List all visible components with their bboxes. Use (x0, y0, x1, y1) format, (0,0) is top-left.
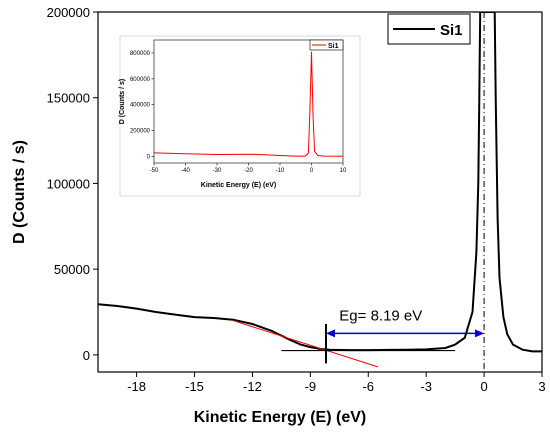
x-tick-label: 3 (538, 379, 545, 394)
bandgap-arrow-head-right (475, 329, 485, 338)
inset-x-axis-title: Kinetic Energy (E) (eV) (201, 182, 276, 189)
inset-background (119, 35, 361, 197)
x-tick-label: -3 (420, 379, 432, 394)
y-axis-title: D (Counts / s) (11, 140, 28, 244)
inset-y-axis-title: D (Counts / s) (119, 79, 126, 125)
inset-y-tick-label: 400000 (130, 103, 151, 109)
legend-label: Si1 (440, 22, 463, 39)
inset-x-tick-label: -40 (181, 168, 190, 174)
inset-y-tick-label: 600000 (130, 77, 151, 83)
x-tick-label: -12 (243, 379, 262, 394)
bandgap-label: Eg= 8.19 eV (339, 308, 422, 325)
inset-legend: Si1 (309, 39, 344, 51)
inset-x-tick-label: -20 (244, 168, 253, 174)
linear-fit-line (232, 320, 379, 368)
bandgap-arrow-head-left (325, 329, 335, 338)
main-plot-area: Eg= 8.19 eV-18 -15 -12 -9 -6 -3 0 3050000100000… (11, 5, 546, 426)
legend: Si1 (387, 13, 471, 45)
inset-y-tick-label: 800000 (130, 51, 151, 57)
y-tick-label: 200000 (47, 5, 90, 20)
y-tick-label: 100000 (47, 176, 90, 191)
x-tick-label: -18 (127, 379, 146, 394)
inset-x-tick-label: -50 (150, 168, 159, 174)
inset-y-tick-label: 200000 (130, 129, 151, 135)
y-tick-label: 50000 (54, 262, 90, 277)
x-tick-label: -6 (362, 379, 374, 394)
inset-x-tick-label: 0 (310, 168, 314, 174)
inset-series-line (153, 51, 344, 157)
x-tick-label: -9 (305, 379, 317, 394)
inset-x-tick-label: 10 (340, 168, 347, 174)
x-tick-label: 0 (480, 379, 487, 394)
inset-x-tick-label: -10 (276, 168, 285, 174)
inset-x-tick-label: -30 (213, 168, 222, 174)
inset-legend-box (309, 39, 344, 51)
y-tick-label: 150000 (47, 91, 90, 106)
main-plot-frame (97, 11, 543, 373)
inset-legend-label: Si1 (328, 43, 339, 50)
inset-plot-area: -50 -40 -30 -20 -10 0 10 0 200000 400000 600000 800… (119, 35, 361, 197)
inset-y-tick-label: 0 (147, 155, 151, 161)
series-line-si1 (98, 12, 542, 353)
y-tick-label: 0 (83, 348, 90, 363)
x-tick-label: -15 (185, 379, 204, 394)
x-axis-title: Kinetic Energy (E) (eV) (194, 409, 366, 426)
